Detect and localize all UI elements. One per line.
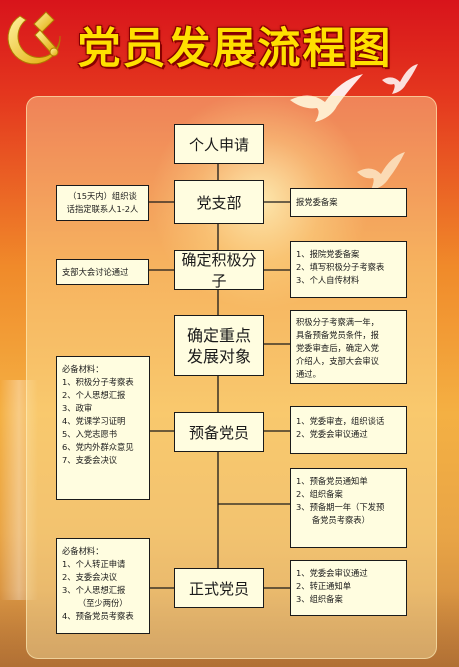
list-item: 3、个人自传材料 <box>296 275 360 285</box>
list-item: 2、党委会审议通过 <box>296 429 368 439</box>
note-branch-approval: 支部大会讨论通过 <box>56 259 149 285</box>
list-item: 4、预备党员考察表 <box>62 611 134 621</box>
list-item: 党委审查后，确定入党 <box>296 343 379 353</box>
list-item: 2、组织备案 <box>296 489 343 499</box>
step-probationary-member: 预备党员 <box>174 412 264 452</box>
note-activist-actions: 1、报院党委备案 2、填写积极分子考察表 3、个人自传材料 <box>290 241 407 298</box>
list-item: 1、积极分子考察表 <box>62 377 134 387</box>
note-talk-line1: （15天内）组织谈 <box>68 191 137 201</box>
step-development-target-line2: 发展对象 <box>186 346 251 366</box>
list-item: 7、支委会决议 <box>62 455 118 465</box>
list-item: 1、党委审查，组织谈话 <box>296 416 385 426</box>
list-item: （至少两份） <box>62 598 128 608</box>
step-development-target-line1: 确定重点 <box>186 325 251 345</box>
dove-icon <box>290 74 363 122</box>
list-item: 5、入党志愿书 <box>62 429 118 439</box>
step-party-branch: 党支部 <box>174 180 264 224</box>
note-talk-line2: 话指定联系人1-2人 <box>66 204 139 214</box>
step-full-member: 正式党员 <box>174 568 264 608</box>
list-item: 1、报院党委备案 <box>296 249 360 259</box>
list-item: 6、党内外群众意见 <box>62 442 134 452</box>
list-item: 备党员考察表） <box>296 515 370 525</box>
list-item: 3、预备期一年（下发预 <box>296 502 385 512</box>
list-item: 3、政审 <box>62 403 93 413</box>
list-item: 积极分子考察满一年， <box>296 317 379 327</box>
actions-list: 1、党委会审议通过 2、转正通知单 3、组织备案 <box>296 567 401 606</box>
party-emblem-icon <box>7 11 61 65</box>
materials-list: 1、积极分子考察表 2、个人思想汇报 3、政审 4、党课学习证明 5、入党志愿书 6、党内… <box>62 376 144 467</box>
step-activist: 确定积极分子 <box>174 250 264 290</box>
step-development-target: 确定重点 发展对象 <box>174 315 264 376</box>
dove-icon <box>382 64 418 94</box>
list-item: 2、填写积极分子考察表 <box>296 262 385 272</box>
note-report-committee: 报党委备案 <box>290 188 407 217</box>
criteria-text: 积极分子考察满一年， 具备预备党员条件，报 党委审查后，确定入党 介绍人，支部大会审议… <box>296 316 401 381</box>
materials-title: 必备材料： <box>62 546 104 556</box>
materials-title: 必备材料： <box>62 364 104 374</box>
list-item: 具备预备党员条件，报 <box>296 330 379 340</box>
list-item: 2、个人思想汇报 <box>62 390 126 400</box>
step-individual-application: 个人申请 <box>174 124 264 164</box>
dove-icon <box>357 152 405 190</box>
list-item: 2、转正通知单 <box>296 581 352 591</box>
note-talk-assign-contact: （15天内）组织谈 话指定联系人1-2人 <box>56 185 149 221</box>
actions-list: 1、党委审查，组织谈话 2、党委会审议通过 <box>296 415 401 441</box>
list-item: 1、党委会审议通过 <box>296 568 368 578</box>
page-title: 党员发展流程图 <box>77 24 393 74</box>
note-required-materials-full: 必备材料： 1、个人转正申请 2、支委会决议 3、个人思想汇报 （至少两份） 4、预备… <box>56 538 150 634</box>
list-item: 4、党课学习证明 <box>62 416 126 426</box>
actions-list: 1、报院党委备案 2、填写积极分子考察表 3、个人自传材料 <box>296 248 401 287</box>
materials-list: 1、个人转正申请 2、支委会决议 3、个人思想汇报 （至少两份） 4、预备党员考察表 <box>62 558 144 623</box>
list-item: 通过。 <box>296 369 321 379</box>
note-probation-actions: 1、党委审查，组织谈话 2、党委会审议通过 <box>290 406 407 454</box>
list-item: 3、个人思想汇报 <box>62 585 126 595</box>
note-probation-documents: 1、预备党员通知单 2、组织备案 3、预备期一年（下发预 备党员考察表） <box>290 468 407 548</box>
background-pillar <box>0 380 38 600</box>
note-full-member-actions: 1、党委会审议通过 2、转正通知单 3、组织备案 <box>290 560 407 616</box>
list-item: 2、支委会决议 <box>62 572 118 582</box>
list-item: 3、组织备案 <box>296 594 343 604</box>
documents-list: 1、预备党员通知单 2、组织备案 3、预备期一年（下发预 备党员考察表） <box>296 475 401 527</box>
list-item: 介绍人，支部大会审议 <box>296 356 379 366</box>
note-required-materials-probation: 必备材料： 1、积极分子考察表 2、个人思想汇报 3、政审 4、党课学习证明 5、入党志… <box>56 356 150 500</box>
list-item: 1、预备党员通知单 <box>296 476 368 486</box>
note-development-target-criteria: 积极分子考察满一年， 具备预备党员条件，报 党委审查后，确定入党 介绍人，支部大会审议… <box>290 310 407 384</box>
list-item: 1、个人转正申请 <box>62 559 126 569</box>
